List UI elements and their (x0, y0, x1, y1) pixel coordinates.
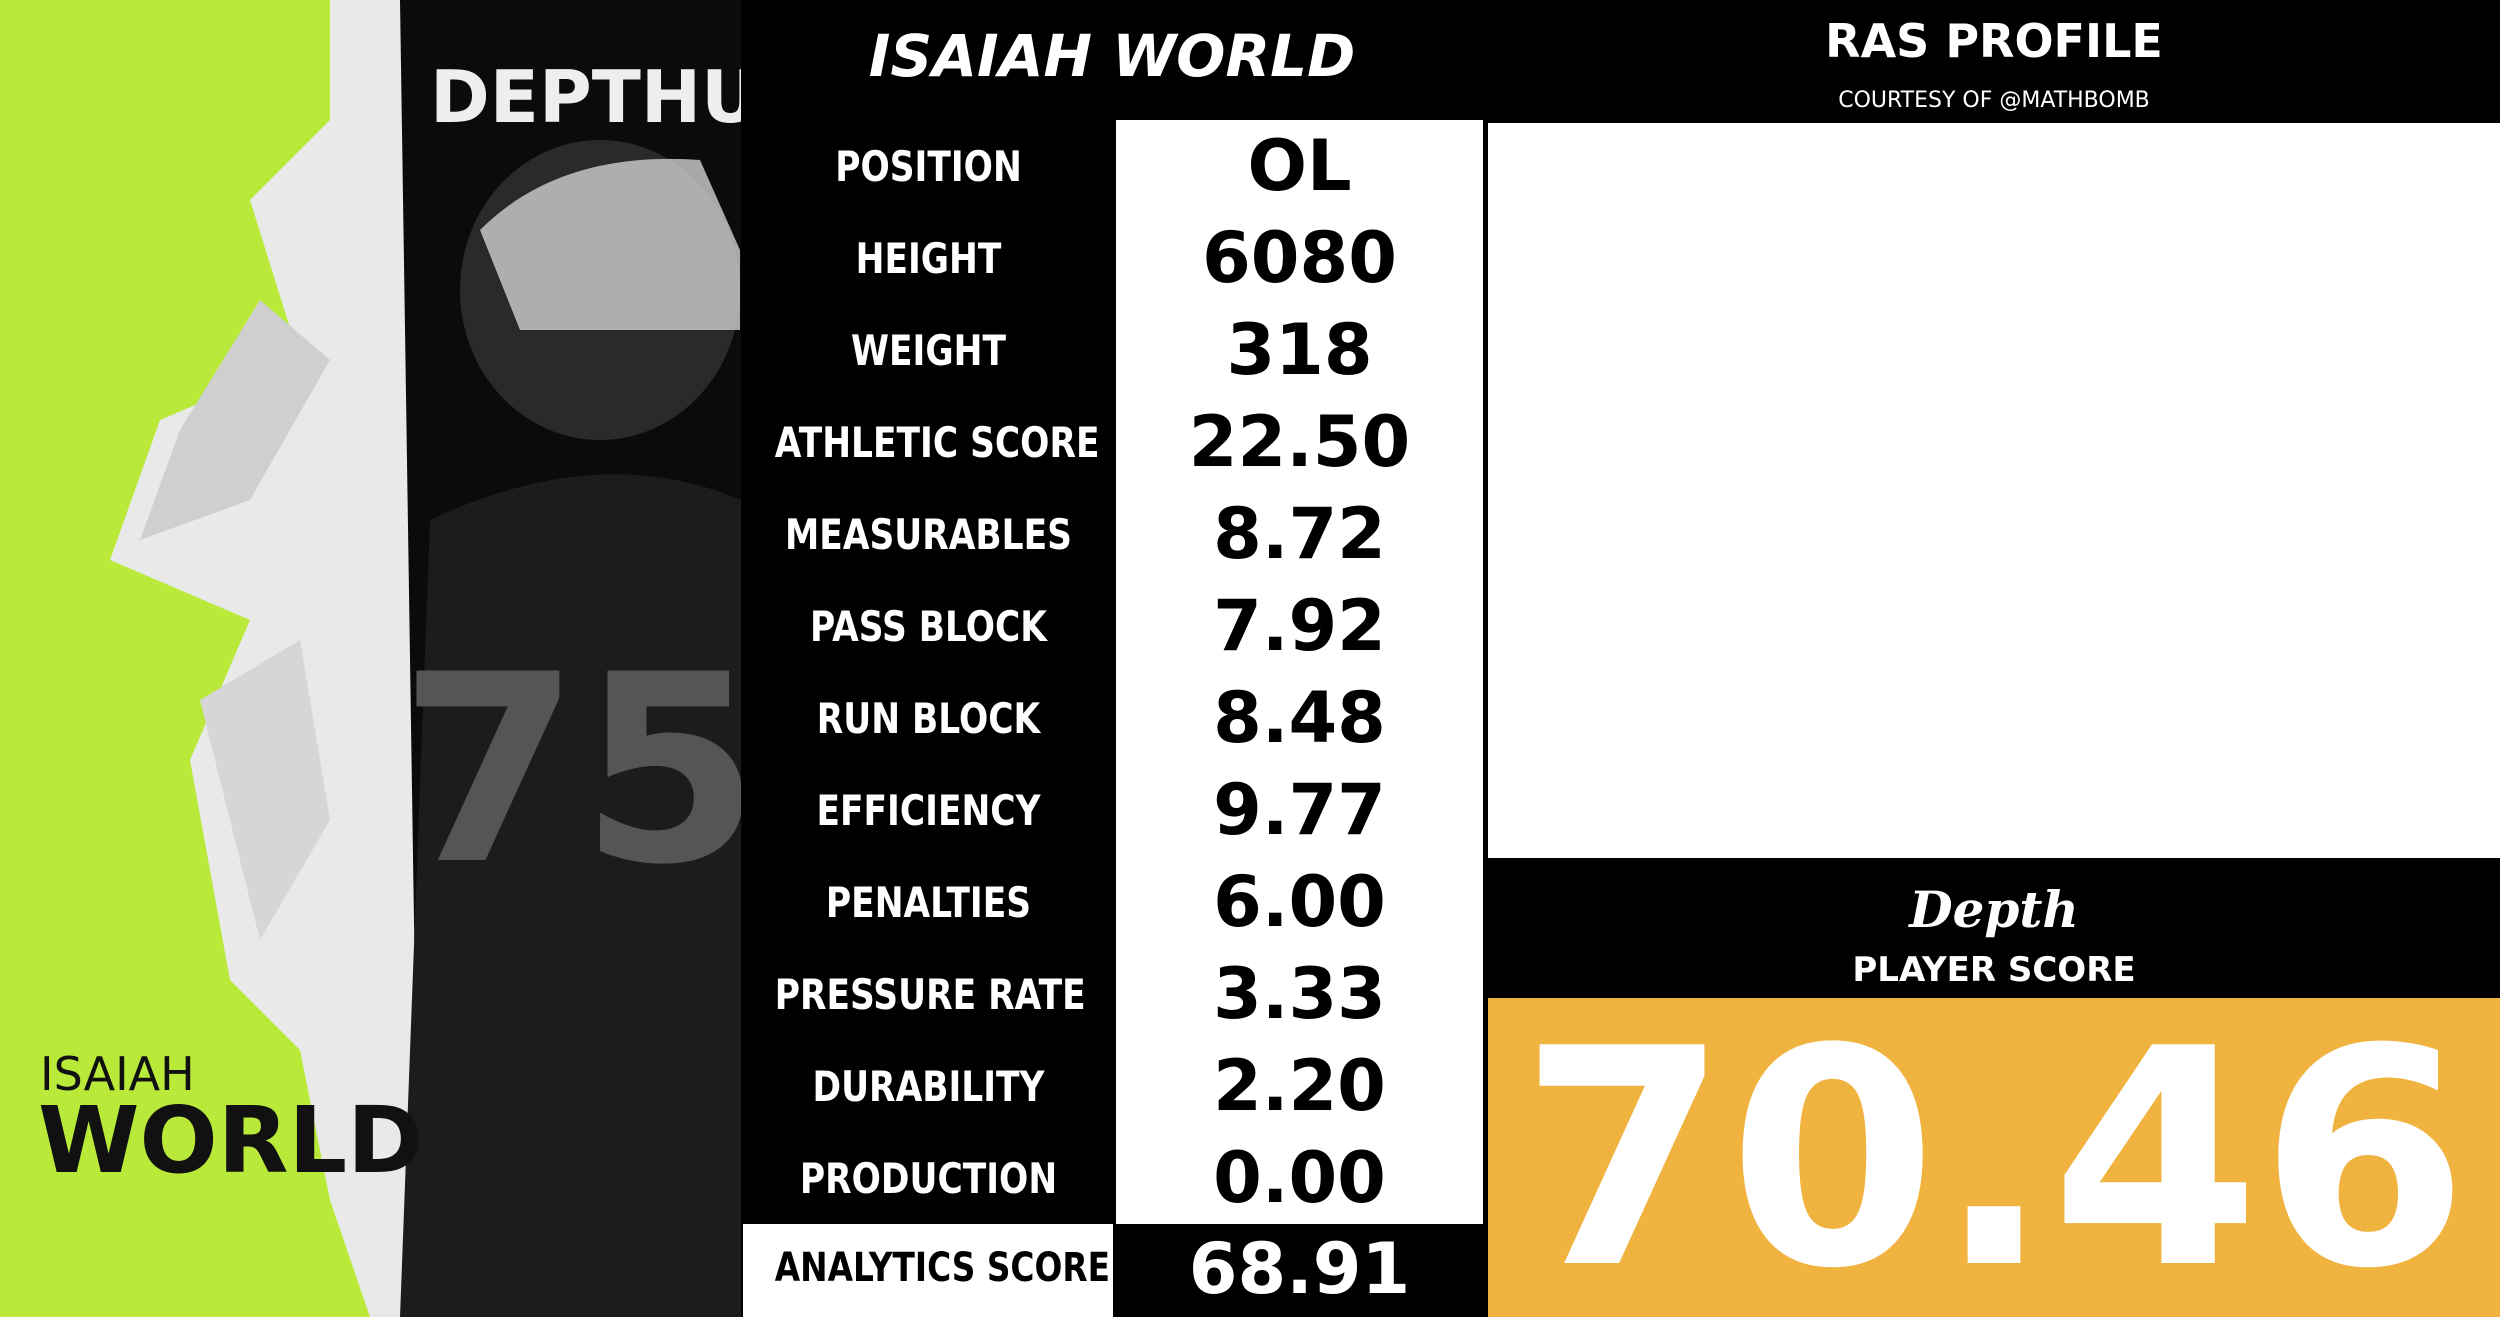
analytics-label: ANALYTICS SCORE (774, 1245, 1111, 1291)
logo: DEPTHU (430, 55, 741, 139)
analytics-box (743, 1224, 1113, 1317)
ras-title: RAS PROFILE (1825, 14, 2163, 68)
stat-label: DURABILITY (812, 1062, 1045, 1111)
stat-value: 8.72 (1213, 493, 1386, 575)
player-title: ISAIAH WORLD (868, 22, 1356, 90)
stat-label: PRESSURE RATE (774, 970, 1086, 1019)
stat-value: 7.92 (1213, 585, 1386, 667)
stat-value: 8.48 (1213, 677, 1386, 759)
stat-label: PRODUCTION (799, 1154, 1058, 1203)
stat-value: 3.33 (1213, 953, 1386, 1035)
first-name: ISAIAH (40, 1047, 195, 1101)
player-score: 70.46 (1519, 985, 2469, 1317)
stat-value: 9.77 (1213, 769, 1386, 851)
stat-value: OL (1247, 125, 1352, 207)
player-photo-panel: 75 DEPTHU ISAIAH WORLD (0, 0, 741, 1317)
stat-label: MEASURABLES (785, 510, 1072, 559)
ras-credit: COURTESY OF @MATHBOMB (1838, 88, 2150, 113)
score-box (1488, 998, 2500, 1317)
stat-value: 318 (1226, 309, 1373, 391)
stat-label: WEIGHT (851, 326, 1006, 375)
stat-label: RUN BLOCK (816, 694, 1041, 743)
stat-value: 6080 (1202, 217, 1397, 299)
stat-label: ATHLETIC SCORE (774, 418, 1100, 467)
values-column (1116, 120, 1483, 1224)
stat-label: EFFICIENCY (816, 786, 1041, 835)
stat-label: POSITION (835, 142, 1022, 191)
stat-value: 0.00 (1213, 1137, 1386, 1219)
stat-label: PENALTIES (825, 878, 1032, 927)
analytics-value: 68.91 (1188, 1228, 1411, 1310)
player-score-label: PLAYER SCORE (1852, 950, 2136, 990)
stat-value: 22.50 (1188, 401, 1411, 483)
brand: Depth (1909, 880, 2079, 939)
stat-label: HEIGHT (855, 234, 1002, 283)
stat-value: 6.00 (1213, 861, 1386, 943)
ras-chart-area (1488, 123, 2500, 858)
stat-value: 2.20 (1213, 1045, 1386, 1127)
svg-text:75: 75 (399, 620, 741, 922)
last-name: WORLD (38, 1087, 424, 1194)
stat-label: PASS BLOCK (809, 602, 1048, 651)
